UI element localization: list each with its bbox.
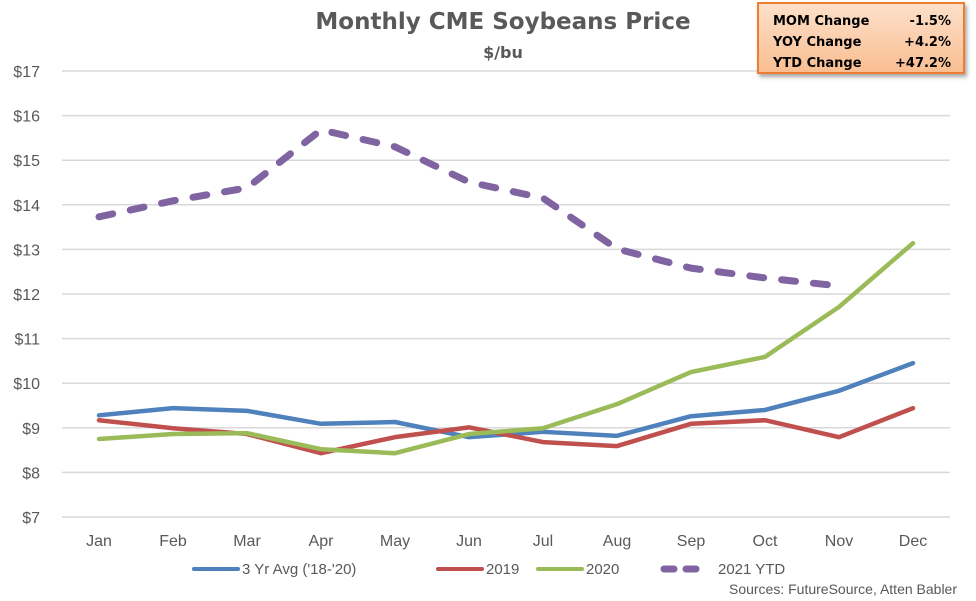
- stat-label: YOY Change: [773, 35, 862, 50]
- y-tick-label: $15: [13, 153, 40, 170]
- x-tick-label: Feb: [159, 533, 187, 550]
- stat-value: +47.2%: [895, 56, 951, 71]
- x-tick-label: Aug: [603, 533, 631, 550]
- chart-title: Monthly CME Soybeans Price: [315, 9, 690, 35]
- stat-row-ytd: YTD Change +47.2%: [773, 53, 951, 74]
- legend-label: 3 Yr Avg ('18-'20): [242, 561, 356, 578]
- source-note: Sources: FutureSource, Atten Babler: [729, 581, 957, 597]
- stat-label: MOM Change: [773, 14, 870, 29]
- stat-label: YTD Change: [773, 56, 862, 71]
- x-axis: Jan Feb Mar Apr May Jun Jul Aug Sep Oct Nov Dec: [86, 533, 927, 550]
- y-tick-label: $7: [22, 510, 40, 527]
- stat-row-mom: MOM Change -1.5%: [773, 11, 951, 32]
- y-tick-label: $16: [13, 109, 40, 126]
- x-tick-label: Dec: [899, 533, 927, 550]
- legend-label: 2021 YTD: [718, 561, 785, 578]
- x-tick-label: Nov: [825, 533, 853, 550]
- x-tick-label: Sep: [677, 533, 706, 550]
- x-tick-label: Jun: [456, 533, 482, 550]
- y-tick-label: $14: [13, 198, 40, 215]
- chart-subtitle: $/bu: [483, 43, 523, 62]
- x-tick-label: Jan: [86, 533, 112, 550]
- gridlines: [62, 70, 950, 518]
- stat-value: +4.2%: [904, 35, 951, 50]
- y-tick-label: $13: [13, 242, 40, 259]
- legend-label: 2019: [486, 561, 519, 578]
- legend-label: 2020: [586, 561, 619, 578]
- stat-value: -1.5%: [909, 14, 951, 29]
- y-tick-label: $10: [13, 376, 40, 393]
- x-tick-label: Mar: [233, 533, 261, 550]
- legend: 3 Yr Avg ('18-'20) 2019 2020 2021 YTD: [192, 561, 785, 578]
- y-tick-label: $9: [22, 421, 40, 438]
- y-tick-label: $12: [13, 287, 40, 304]
- y-axis: $7 $8 $9 $10 $11 $12 $13 $14 $15 $16 $17: [13, 64, 40, 527]
- series-line-2020: [96, 240, 916, 456]
- stat-row-yoy: YOY Change +4.2%: [773, 32, 951, 53]
- x-tick-label: Apr: [309, 533, 335, 550]
- x-tick-label: Jul: [533, 533, 553, 550]
- y-tick-label: $8: [22, 465, 40, 482]
- x-tick-label: Oct: [753, 533, 778, 550]
- change-stats-box: MOM Change -1.5% YOY Change +4.2% YTD Ch…: [757, 2, 965, 74]
- y-tick-label: $11: [14, 332, 40, 349]
- y-tick-label: $17: [13, 64, 40, 81]
- series-line-2021-ytd: [95, 126, 843, 290]
- x-tick-label: May: [380, 533, 410, 550]
- plot-area: [95, 126, 916, 456]
